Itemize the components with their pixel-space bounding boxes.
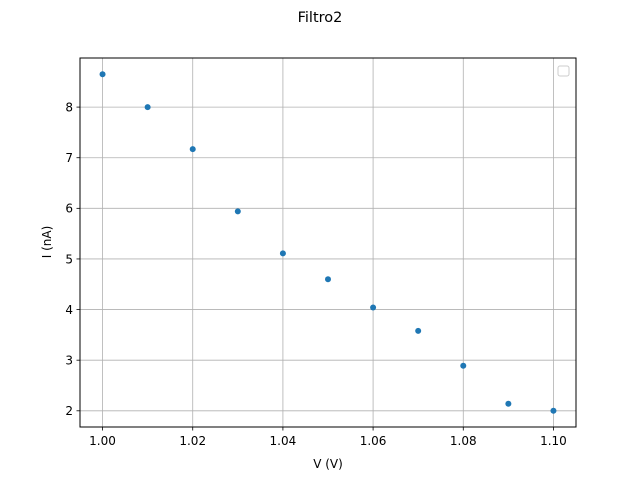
data-point [234,208,241,215]
y-tick-label: 7 [65,151,73,165]
data-point [99,71,106,78]
x-tick-label: 1.10 [540,434,567,448]
x-axis-label: V (V) [313,457,343,471]
data-points [99,71,557,414]
plot-frame [79,57,577,428]
x-tick-label: 1.06 [360,434,387,448]
x-tick-label: 1.04 [270,434,297,448]
data-point [415,327,422,334]
y-tick-label: 6 [65,202,73,216]
y-tick-label: 2 [65,404,73,418]
data-point [505,400,512,407]
data-point [325,276,331,283]
x-tick-label: 1.00 [89,434,116,448]
data-point [279,250,286,257]
y-tick-label: 5 [65,252,73,266]
data-point [370,304,377,311]
data-point [550,407,557,414]
chart-title: Filtro2 [298,10,343,26]
axis-ticks: 1.00 1.02 1.04 1.06 1.08 1.10 2 3 4 5 6 7 8 [65,100,566,448]
legend-box [557,65,570,77]
data-point [460,362,467,369]
y-tick-label: 8 [65,100,73,114]
data-point [144,104,151,111]
data-point [189,146,196,153]
x-tick-label: 1.02 [179,434,206,448]
y-tick-label: 3 [65,353,73,367]
x-tick-label: 1.08 [450,434,477,448]
y-tick-label: 4 [65,303,73,317]
y-axis-label: I (nA) [40,226,54,259]
grid [80,58,576,427]
